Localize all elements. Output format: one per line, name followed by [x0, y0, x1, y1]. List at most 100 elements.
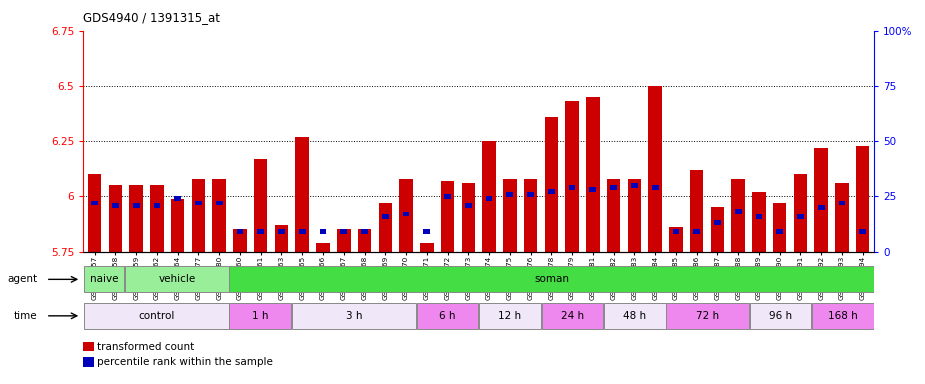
Bar [607, 179, 621, 252]
Bar [278, 229, 285, 234]
Bar [382, 214, 388, 218]
Bar [420, 243, 434, 252]
Bar [527, 192, 534, 197]
Bar [154, 203, 160, 208]
Bar [797, 214, 804, 218]
Bar [548, 189, 555, 194]
Bar [749, 303, 811, 329]
Bar [213, 179, 226, 252]
Bar [402, 212, 410, 217]
Text: percentile rank within the sample: percentile rank within the sample [97, 357, 273, 367]
Bar [524, 179, 537, 252]
Bar [125, 266, 228, 292]
Bar [752, 192, 766, 252]
Bar [174, 196, 181, 201]
Bar [337, 230, 351, 252]
Bar [237, 229, 243, 234]
Bar [690, 170, 703, 252]
Text: control: control [138, 311, 174, 321]
Text: 48 h: 48 h [623, 311, 647, 321]
Text: time: time [14, 311, 37, 321]
Bar [441, 181, 454, 252]
Bar [358, 230, 371, 252]
Bar [628, 179, 641, 252]
Bar [108, 185, 122, 252]
Bar [191, 179, 205, 252]
Text: 1 h: 1 h [252, 311, 268, 321]
Bar [565, 101, 579, 252]
Bar [503, 179, 516, 252]
Bar [631, 183, 637, 188]
Bar [275, 225, 289, 252]
Bar [130, 185, 143, 252]
Bar [254, 159, 267, 252]
Bar [482, 141, 496, 252]
Bar [545, 117, 558, 252]
Bar [669, 227, 683, 252]
Bar [257, 229, 265, 234]
Bar [233, 230, 247, 252]
Bar [216, 200, 223, 205]
Text: transformed count: transformed count [97, 342, 194, 352]
Bar [479, 303, 541, 329]
Bar [773, 203, 786, 252]
Bar [424, 229, 430, 234]
Text: 72 h: 72 h [697, 311, 720, 321]
Bar [814, 148, 828, 252]
Bar [507, 192, 513, 197]
Text: 6 h: 6 h [439, 311, 456, 321]
Bar [320, 229, 327, 234]
Text: 24 h: 24 h [561, 311, 584, 321]
Text: agent: agent [7, 274, 37, 285]
Bar [693, 229, 700, 234]
Bar [88, 174, 102, 252]
Text: soman: soman [534, 274, 569, 285]
Bar [83, 303, 228, 329]
Bar [112, 203, 118, 208]
Bar [839, 200, 845, 205]
Text: vehicle: vehicle [158, 274, 195, 285]
Bar [133, 203, 140, 208]
Bar [569, 185, 575, 190]
Bar [295, 137, 309, 252]
Bar [666, 303, 749, 329]
Bar [652, 185, 659, 190]
Text: 96 h: 96 h [769, 311, 792, 321]
Bar [195, 200, 202, 205]
Bar [610, 185, 617, 190]
Bar [672, 229, 679, 234]
Bar [732, 179, 745, 252]
Bar [794, 174, 808, 252]
Bar [229, 303, 291, 329]
Bar [710, 207, 724, 252]
Bar [150, 185, 164, 252]
Bar [378, 203, 392, 252]
Bar [756, 214, 762, 218]
Bar [299, 229, 305, 234]
Bar [648, 86, 662, 252]
Text: naive: naive [90, 274, 118, 285]
Bar [734, 209, 742, 214]
Text: 12 h: 12 h [499, 311, 522, 321]
Bar [859, 229, 866, 234]
Bar [229, 266, 874, 292]
Text: GDS4940 / 1391315_at: GDS4940 / 1391315_at [83, 12, 220, 25]
Bar [604, 303, 666, 329]
Text: 3 h: 3 h [346, 311, 362, 321]
Bar [340, 229, 347, 234]
Bar [486, 196, 492, 201]
Bar [589, 187, 597, 192]
Bar [462, 183, 475, 252]
Bar [361, 229, 368, 234]
Bar [92, 200, 98, 205]
Bar [291, 303, 416, 329]
Bar [586, 97, 599, 252]
Bar [835, 183, 849, 252]
Bar [83, 266, 125, 292]
Bar [416, 303, 478, 329]
Bar [171, 199, 184, 252]
Bar [400, 179, 413, 252]
Bar [444, 194, 450, 199]
Text: 168 h: 168 h [828, 311, 857, 321]
Bar [812, 303, 874, 329]
